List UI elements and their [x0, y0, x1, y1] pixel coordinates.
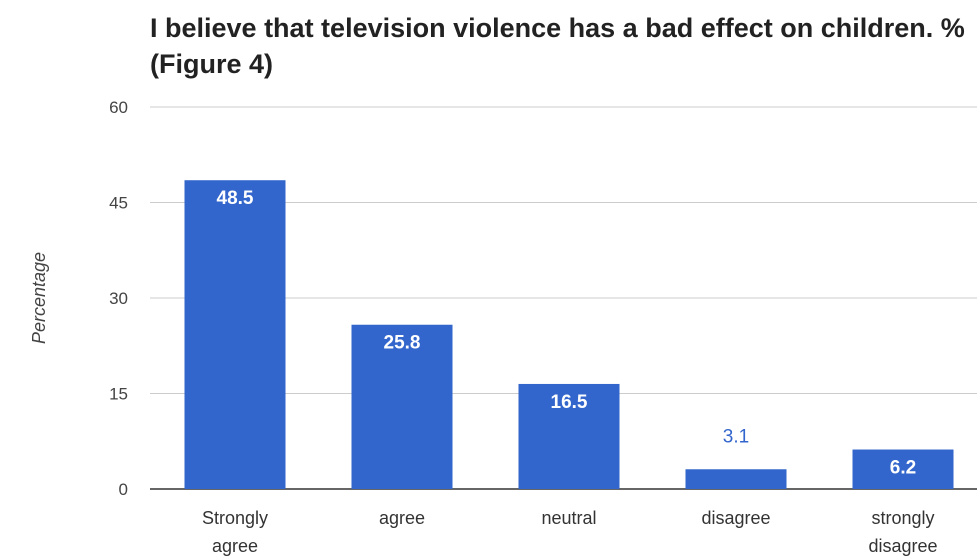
data-label: 25.8 [384, 333, 421, 354]
y-tick-label: 0 [119, 480, 128, 499]
y-tick-label: 15 [109, 385, 128, 404]
x-tick-label: agree [379, 508, 425, 528]
y-axis-label: Percentage [29, 252, 49, 344]
bar [852, 449, 954, 489]
y-tick-label: 60 [109, 98, 128, 117]
x-tick-label: disagree [701, 508, 770, 528]
bar [685, 469, 787, 489]
data-label: 6.2 [890, 458, 916, 479]
data-label: 16.5 [551, 392, 588, 413]
x-tick-label: strongly disagree [868, 508, 937, 556]
y-tick-label: 30 [109, 289, 128, 308]
y-tick-label: 45 [109, 194, 128, 213]
bar [351, 324, 453, 489]
data-label: 48.5 [217, 188, 254, 209]
chart-title: I believe that television violence has a… [150, 13, 965, 79]
x-tick-label: Strongly agree [202, 508, 268, 556]
bar [518, 383, 620, 489]
data-label: 3.1 [723, 426, 749, 447]
bar [184, 180, 286, 489]
x-tick-label: neutral [541, 508, 596, 528]
